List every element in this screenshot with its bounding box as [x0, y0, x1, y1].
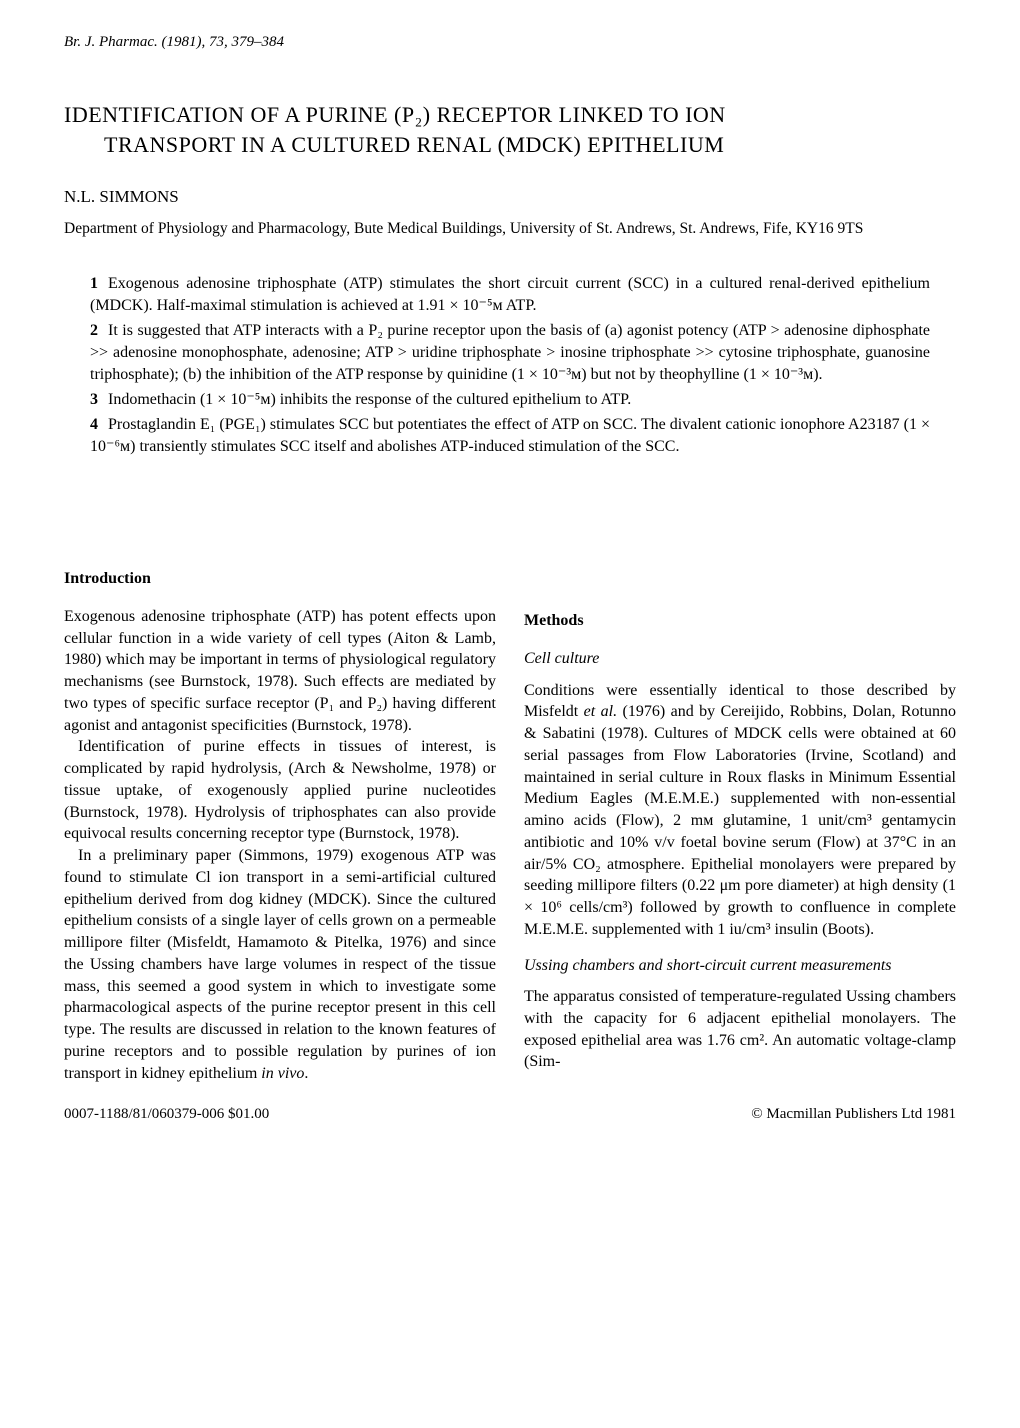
ussing-chambers-subheading: Ussing chambers and short-circuit curren… [524, 955, 956, 977]
intro-para-3-invivo: in vivo [261, 1065, 304, 1082]
author-name: N.L. SIMMONS [64, 186, 956, 209]
abstract-item-1: 1Exogenous adenosine triphosphate (ATP) … [90, 273, 930, 317]
body-columns: Introduction Exogenous adenosine triphos… [64, 568, 956, 1084]
abstract-block: 1Exogenous adenosine triphosphate (ATP) … [64, 273, 956, 459]
intro-para-3b: . [304, 1065, 308, 1082]
title-line-1: IDENTIFICATION OF A PURINE (P₂) RECEPTOR… [64, 102, 726, 127]
title-line-2: TRANSPORT IN A CULTURED RENAL (MDCK) EPI… [64, 132, 724, 157]
abstract-num-3: 3 [90, 391, 98, 408]
abstract-text-3: Indomethacin (1 × 10⁻⁵ᴍ) inhibits the re… [108, 391, 631, 408]
footer-right: © Macmillan Publishers Ltd 1981 [751, 1104, 956, 1124]
abstract-item-4: 4Prostaglandin E₁ (PGE₁) stimulates SCC … [90, 414, 930, 458]
intro-para-3a: In a preliminary paper (Simmons, 1979) e… [64, 847, 496, 1082]
abstract-text-1: Exogenous adenosine triphosphate (ATP) s… [90, 275, 930, 314]
methods-para-1b: (1976) and by Cereijido, Robbins, Dolan,… [524, 703, 956, 938]
intro-para-2: Identification of purine effects in tiss… [64, 736, 496, 845]
methods-para-1-etal: et al. [584, 703, 617, 720]
abstract-num-2: 2 [90, 322, 98, 339]
abstract-num-1: 1 [90, 275, 98, 292]
methods-para-1: Conditions were essentially identical to… [524, 680, 956, 941]
paper-title: IDENTIFICATION OF A PURINE (P₂) RECEPTOR… [64, 100, 956, 159]
right-column: Methods Cell culture Conditions were ess… [524, 568, 956, 1084]
abstract-num-4: 4 [90, 416, 98, 433]
journal-header: Br. J. Pharmac. (1981), 73, 379–384 [64, 32, 956, 52]
methods-para-2: The apparatus consisted of temperature-r… [524, 986, 956, 1073]
footer-left: 0007-1188/81/060379-006 $01.00 [64, 1104, 269, 1124]
intro-para-1: Exogenous adenosine triphosphate (ATP) h… [64, 606, 496, 737]
page-footer: 0007-1188/81/060379-006 $01.00 © Macmill… [64, 1084, 956, 1124]
abstract-text-2: It is suggested that ATP interacts with … [90, 322, 930, 383]
abstract-item-3: 3 Indomethacin (1 × 10⁻⁵ᴍ) inhibits the r… [90, 389, 930, 411]
intro-para-3: In a preliminary paper (Simmons, 1979) e… [64, 845, 496, 1084]
introduction-heading: Introduction [64, 568, 496, 590]
cell-culture-subheading: Cell culture [524, 648, 956, 670]
methods-heading: Methods [524, 610, 956, 632]
left-column: Introduction Exogenous adenosine triphos… [64, 568, 496, 1084]
abstract-item-2: 2It is suggested that ATP interacts with… [90, 320, 930, 386]
abstract-text-4: Prostaglandin E₁ (PGE₁) stimulates SCC b… [90, 416, 930, 455]
author-affiliation: Department of Physiology and Pharmacolog… [64, 219, 956, 239]
